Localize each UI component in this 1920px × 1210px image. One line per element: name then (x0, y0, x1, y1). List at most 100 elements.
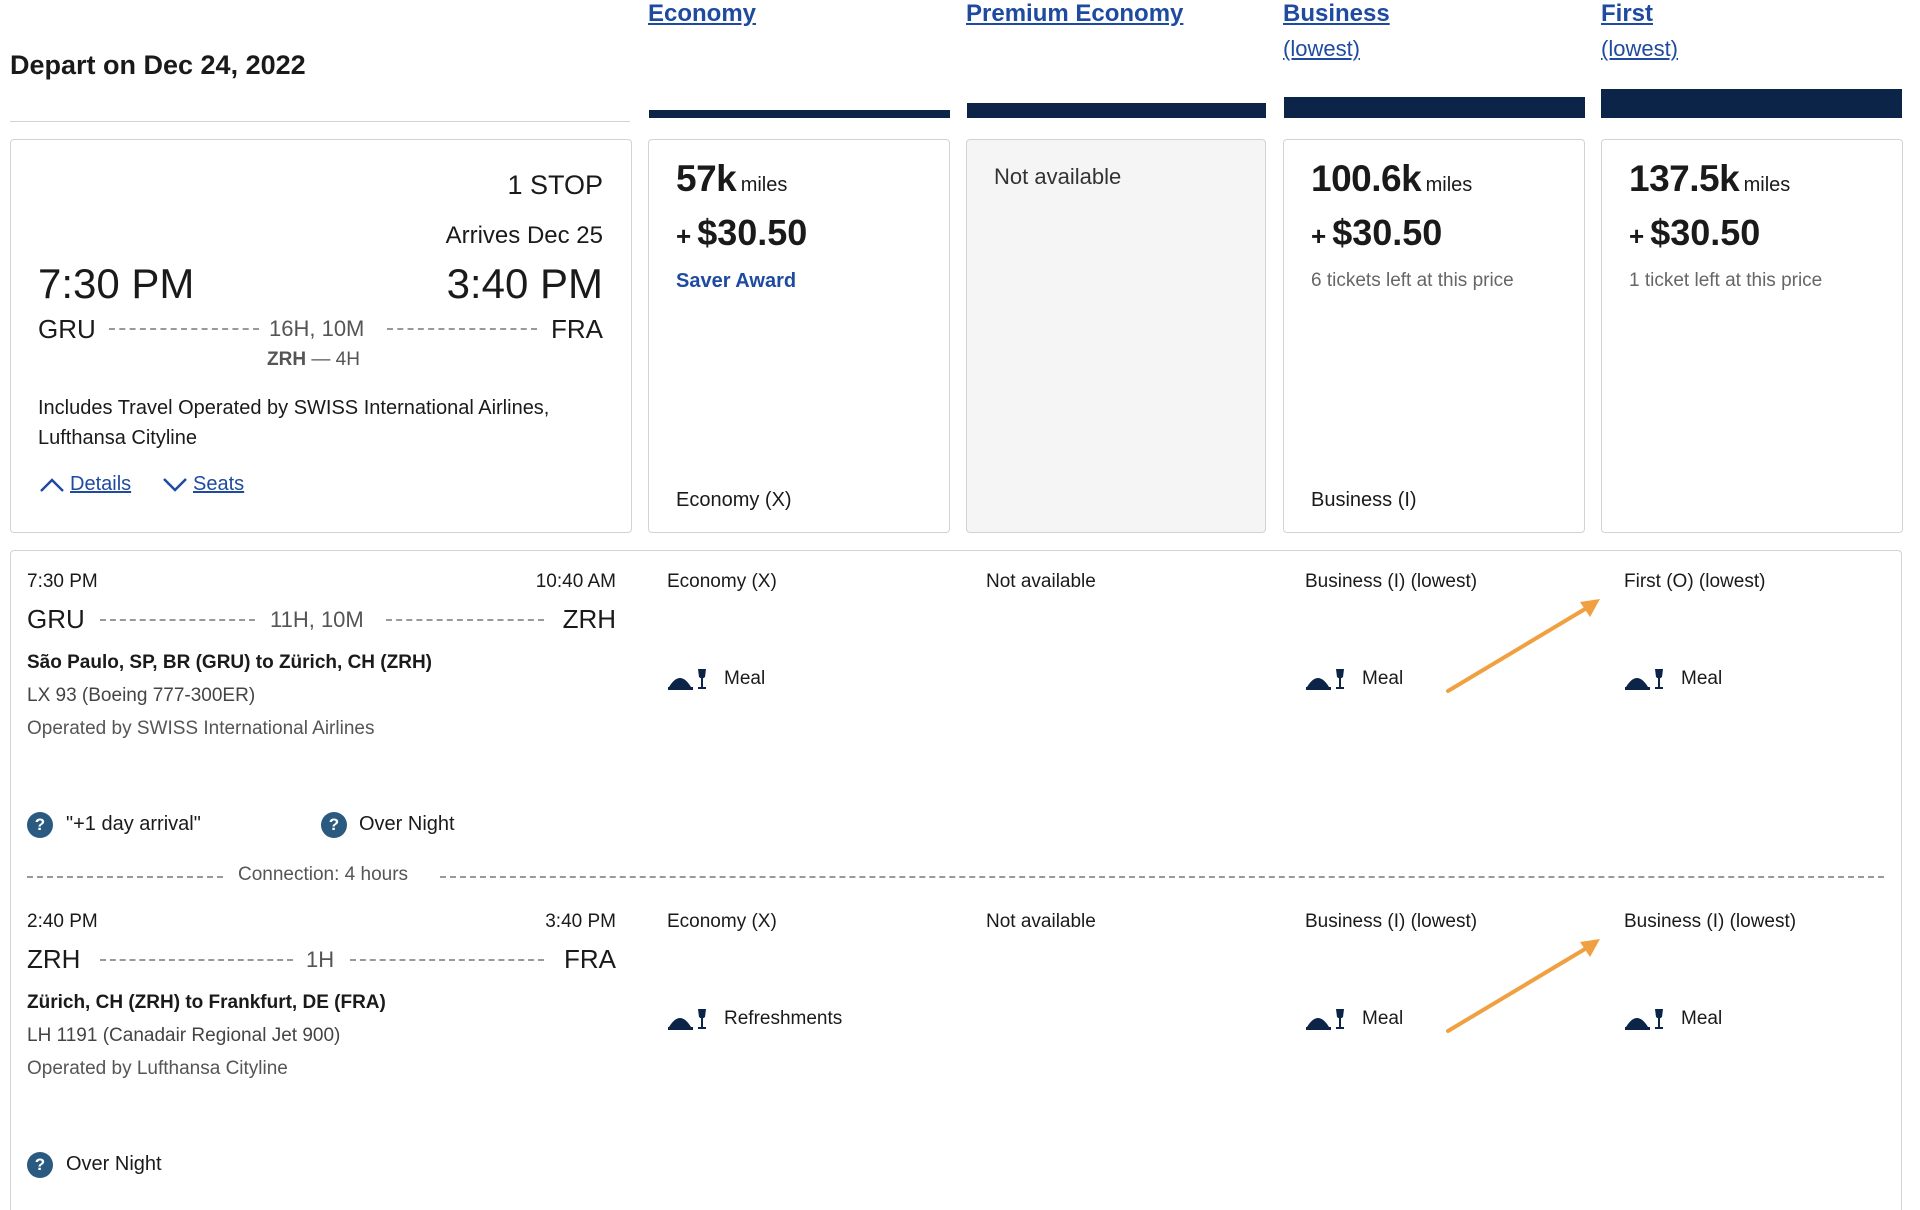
segment-cabin-premium-economy: Not available (986, 571, 1096, 592)
fare-price: + $30.50 (1311, 212, 1442, 254)
depart-time: 7:30 PM (38, 260, 195, 307)
segment-origin: ZRH (27, 944, 81, 974)
miles-value: 57k (676, 158, 737, 199)
connection-line (440, 876, 1884, 878)
fare-class: Economy (X) (676, 489, 792, 511)
chevron-down-icon (163, 477, 187, 492)
segment-depart-time: 7:30 PM (27, 571, 98, 592)
total-duration: 16H, 10M (269, 316, 365, 341)
segment-duration: 11H, 10M (270, 607, 364, 632)
meal-icon (668, 669, 706, 690)
connection-label: Connection: 4 hours (238, 864, 409, 885)
stops-count: 1 STOP (507, 170, 603, 200)
segment-route: Zürich, CH (ZRH) to Frankfurt, DE (FRA) (27, 992, 386, 1013)
origin-code: GRU (38, 314, 96, 344)
segment-operator: Operated by SWISS International Airlines (27, 718, 375, 739)
arrival-date: Arrives Dec 25 (445, 222, 603, 249)
cabin-bar-first (1601, 89, 1902, 118)
fare-miles: 57k miles (676, 158, 787, 200)
help-icon[interactable]: ? (27, 1152, 53, 1178)
layover-info: ZRH — 4H (267, 349, 360, 371)
meal-icon (1306, 1009, 1344, 1030)
fare-card-business[interactable]: 100.6k miles + $30.50 6 tickets left at t… (1283, 139, 1585, 533)
segment-cabin-economy: Economy (X) (667, 571, 777, 592)
cabin-bar-business (1284, 97, 1585, 118)
segment-arrive-time: 3:40 PM (545, 911, 616, 932)
segment-service-business: Meal (1362, 1008, 1404, 1029)
saver-award-label: Saver Award (676, 270, 797, 292)
segment-details-panel (10, 550, 1902, 1210)
segment-flight: LH 1191 (Canadair Regional Jet 900) (27, 1025, 341, 1046)
segment-cabin-premium-economy: Not available (986, 911, 1096, 932)
depart-divider (10, 118, 630, 122)
miles-unit: miles (740, 174, 788, 196)
meal-icon (1306, 669, 1344, 690)
seats-toggle[interactable]: Seats (161, 473, 244, 496)
connection-line (27, 876, 223, 878)
segment-service-business: Meal (1362, 668, 1404, 689)
layover-code: ZRH (267, 349, 307, 370)
seats-link[interactable]: Seats (193, 473, 245, 495)
overnight-note: Over Night (66, 1153, 162, 1175)
segment-origin: GRU (27, 604, 85, 634)
fare-card-first[interactable]: 137.5k miles + $30.50 1 ticket left at th… (1601, 139, 1903, 533)
segment-cabin-economy: Economy (X) (667, 911, 777, 932)
meal-icon (668, 1009, 706, 1030)
cabin-header-economy[interactable]: Economy (648, 0, 756, 28)
chevron-up-icon (40, 477, 64, 492)
arrive-time: 3:40 PM (446, 260, 603, 307)
segment-service-first: Meal (1681, 668, 1723, 689)
segment-destination: FRA (564, 944, 616, 974)
cabin-title[interactable]: Premium Economy (966, 0, 1184, 27)
depart-date-label: Depart on Dec 24, 2022 (10, 50, 306, 80)
segment-route-line (386, 619, 544, 621)
help-icon[interactable]: ? (321, 812, 347, 838)
cabin-header-premium-economy[interactable]: Premium Economy (966, 0, 1183, 28)
fare-card-economy[interactable]: 57k miles + $30.50 Saver Award Economy (X… (648, 139, 950, 533)
segment-cabin-business: Business (I) (lowest) (1305, 571, 1478, 592)
help-icon[interactable]: ? (27, 812, 53, 838)
layover-duration: 4H (335, 349, 360, 370)
details-link[interactable]: Details (70, 473, 132, 495)
meal-icon (1625, 1009, 1663, 1030)
flight-summary-card[interactable]: 1 STOP Arrives Dec 25 7:30 PM 3:40 PM GR… (10, 139, 632, 533)
miles-value: 137.5k (1629, 158, 1740, 199)
cabin-subtitle[interactable]: (lowest) (1601, 36, 1679, 61)
route-line (109, 328, 259, 330)
segment-cabin-first: First (O) (lowest) (1624, 571, 1766, 592)
price-plus: + (1629, 221, 1645, 251)
cabin-header-first[interactable]: First (lowest) (1601, 0, 1678, 62)
fare-class: Business (I) (1311, 489, 1417, 511)
segment-depart-time: 2:40 PM (27, 911, 98, 932)
layover-separator: — (311, 349, 331, 370)
fare-card-premium-economy: Not available (966, 139, 1266, 533)
details-toggle[interactable]: Details (38, 473, 131, 496)
arrow-icon (1446, 939, 1600, 1033)
price-value: $30.50 (1650, 212, 1761, 253)
fare-price: + $30.50 (676, 212, 807, 254)
segment-route-line (100, 959, 293, 961)
segment-service-economy: Meal (724, 668, 766, 689)
cabin-title[interactable]: First (1601, 0, 1654, 27)
fare-price: + $30.50 (1629, 212, 1760, 254)
cabin-title[interactable]: Economy (648, 0, 757, 27)
miles-value: 100.6k (1311, 158, 1422, 199)
segment-flight: LX 93 (Boeing 777-300ER) (27, 685, 256, 706)
segment-arrive-time: 10:40 AM (535, 571, 616, 592)
cabin-subtitle[interactable]: (lowest) (1283, 36, 1361, 61)
tickets-left-note: 1 ticket left at this price (1629, 270, 1823, 291)
cabin-header-business[interactable]: Business (lowest) (1283, 0, 1390, 62)
operated-note: Includes Travel Operated by SWISS Intern… (38, 397, 550, 449)
destination-code: FRA (551, 314, 603, 344)
fare-miles: 137.5k miles (1629, 158, 1790, 200)
segment-route: São Paulo, SP, BR (GRU) to Zürich, CH (Z… (27, 652, 432, 673)
segment-route-line (350, 959, 544, 961)
arrow-icon (1446, 599, 1600, 693)
segment-duration: 1H (306, 947, 335, 972)
meal-icon (1625, 669, 1663, 690)
price-plus: + (1311, 221, 1327, 251)
price-plus: + (676, 221, 692, 251)
route-line (387, 328, 537, 330)
cabin-title[interactable]: Business (1283, 0, 1390, 27)
segment-route-line (100, 619, 255, 621)
